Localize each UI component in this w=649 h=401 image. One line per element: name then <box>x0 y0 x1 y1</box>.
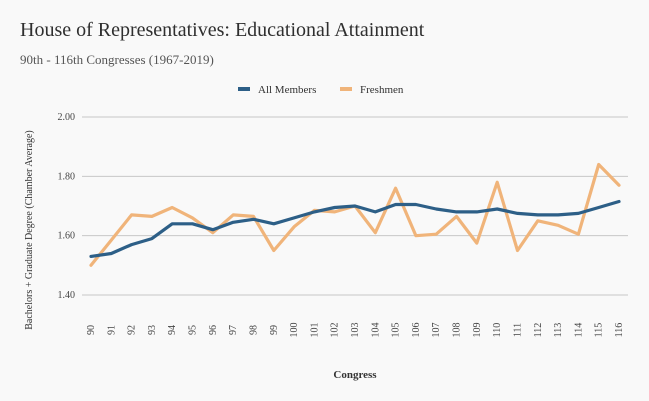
y-tick-label: 1.80 <box>58 171 76 182</box>
x-tick-label: 103 <box>350 323 361 338</box>
x-tick-label: 93 <box>147 325 158 335</box>
legend-label-freshmen: Freshmen <box>360 84 404 96</box>
chart-legend: All Members Freshmen <box>238 84 404 96</box>
chart-title: House of Representatives: Educational At… <box>20 19 425 41</box>
x-tick-label: 108 <box>452 323 463 338</box>
series-line-all-members <box>89 199 621 258</box>
chart-subtitle: 90th - 116th Congresses (1967-2019) <box>20 52 214 67</box>
x-tick-label: 98 <box>248 325 259 335</box>
x-tick-label: 105 <box>391 323 402 338</box>
x-tick-label: 116 <box>614 323 625 338</box>
x-tick-label: 99 <box>269 325 280 335</box>
x-tick-label: 102 <box>330 323 341 338</box>
grid-lines <box>82 116 628 296</box>
x-tick-label: 104 <box>370 323 381 338</box>
x-tick-label: 110 <box>492 323 503 338</box>
x-tick-label: 107 <box>431 323 442 338</box>
x-tick-label: 94 <box>167 325 178 335</box>
x-tick-label: 113 <box>553 323 564 338</box>
x-tick-label: 106 <box>411 323 422 338</box>
legend-label-all-members: All Members <box>258 84 316 96</box>
x-tick-label: 91 <box>106 325 117 335</box>
x-tick-label: 100 <box>289 323 300 338</box>
x-tick-label: 101 <box>309 323 320 338</box>
x-axis-title: Congress <box>333 369 377 381</box>
y-tick-label: 2.00 <box>58 112 76 123</box>
y-tick-labels: 1.40 1.60 1.80 2.00 <box>58 112 76 301</box>
x-tick-label: 112 <box>533 323 544 338</box>
x-tick-label: 96 <box>208 325 219 335</box>
x-tick-label: 90 <box>86 325 97 335</box>
x-tick-label: 109 <box>472 323 483 338</box>
x-tick-label: 111 <box>512 323 523 337</box>
x-tick-labels: 90 91 92 93 94 95 96 97 98 99 100 101 102 103 104 105 10… <box>86 323 625 338</box>
y-tick-label: 1.40 <box>58 290 76 301</box>
x-tick-label: 114 <box>573 323 584 338</box>
series-lines <box>89 162 621 267</box>
x-tick-label: 92 <box>127 325 138 335</box>
x-tick-label: 97 <box>228 325 239 335</box>
x-tick-label: 95 <box>188 325 199 335</box>
x-tick-label: 115 <box>594 323 605 338</box>
y-axis-title: Bachelors + Graduate Degree (Chamber Ave… <box>24 130 35 330</box>
y-tick-label: 1.60 <box>58 231 76 242</box>
